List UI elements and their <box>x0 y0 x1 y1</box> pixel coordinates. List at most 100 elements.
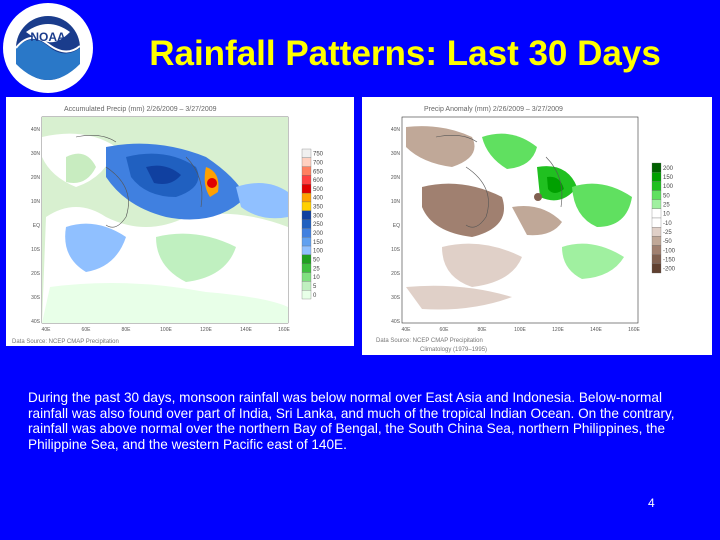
svg-text:100E: 100E <box>160 327 172 333</box>
right-colorbar-label: -150 <box>663 258 676 264</box>
svg-text:10S: 10S <box>391 247 401 253</box>
left-colorbar-swatch <box>301 184 312 194</box>
svg-text:60E: 60E <box>82 327 92 333</box>
svg-text:140E: 140E <box>590 327 602 333</box>
left-lon-labels: 40E 60E 80E 100E 120E 140E 160E <box>42 327 291 333</box>
svg-text:120E: 120E <box>200 327 212 333</box>
svg-text:30S: 30S <box>31 295 41 301</box>
right-colorbar-label: 50 <box>663 193 670 199</box>
precip-anomaly-map: Precip Anomaly (mm) 2/26/2009 – 3/27/200… <box>362 97 712 355</box>
svg-text:20S: 20S <box>31 271 41 277</box>
right-colorbar-swatch <box>651 199 662 209</box>
left-colorbar-swatch <box>301 148 312 158</box>
left-colorbar-swatch <box>301 237 312 247</box>
left-colorbar-label: 100 <box>313 249 324 255</box>
right-colorbar-label: 25 <box>663 203 670 209</box>
svg-text:100E: 100E <box>514 327 526 333</box>
left-colorbar-label: 25 <box>313 266 320 272</box>
svg-text:80E: 80E <box>478 327 488 333</box>
svg-text:20N: 20N <box>31 175 41 181</box>
svg-text:120E: 120E <box>552 327 564 333</box>
left-colorbar-swatch <box>301 254 312 264</box>
slide-body-text: During the past 30 days, monsoon rainfal… <box>28 390 675 452</box>
left-colorbar-label: 400 <box>313 196 324 202</box>
right-colorbar-swatch <box>651 263 662 274</box>
right-lat-labels: 40N 30N 20N 10N EQ 10S 20S 30S 40S <box>391 127 401 325</box>
right-colorbar-swatch <box>651 190 662 200</box>
left-colorbar-swatch <box>301 245 312 256</box>
svg-text:80E: 80E <box>122 327 132 333</box>
left-colorbar: 7507006506005004003503002502001501005025… <box>301 148 324 300</box>
left-colorbar-label: 50 <box>313 258 320 264</box>
left-colorbar-swatch <box>301 166 312 176</box>
right-colorbar-label: -100 <box>663 248 676 254</box>
left-colorbar-swatch <box>301 228 312 238</box>
slide-title: Rainfall Patterns: Last 30 Days <box>149 34 661 73</box>
noaa-logo: NOAA <box>2 2 94 94</box>
left-colorbar-label: 600 <box>313 178 324 184</box>
svg-text:40N: 40N <box>391 127 401 133</box>
svg-text:140E: 140E <box>240 327 252 333</box>
right-colorbar-label: -50 <box>663 239 672 245</box>
right-lon-labels: 40E 60E 80E 100E 120E 140E 160E <box>402 327 641 333</box>
right-colorbar-label: 150 <box>663 175 674 181</box>
svg-text:40N: 40N <box>31 127 41 133</box>
left-colorbar-swatch <box>301 192 312 203</box>
svg-text:EQ: EQ <box>33 223 40 229</box>
left-colorbar-label: 350 <box>313 205 324 211</box>
right-map-source: Data Source: NCEP CMAP Precipitation <box>376 338 483 344</box>
right-colorbar-swatch <box>651 245 662 255</box>
right-map-title: Precip Anomaly (mm) 2/26/2009 – 3/27/200… <box>424 106 563 113</box>
left-colorbar-label: 0 <box>313 293 317 299</box>
left-lat-labels: 40N 30N 20N 10N EQ 10S 20S 30S 40S <box>31 127 41 325</box>
right-colorbar-swatch <box>651 162 662 173</box>
right-colorbar-label: 200 <box>663 166 674 172</box>
accumulated-precip-map: Accumulated Precip (mm) 2/26/2009 – 3/27… <box>6 97 354 346</box>
left-colorbar-swatch <box>301 290 312 300</box>
svg-text:EQ: EQ <box>393 223 400 229</box>
right-colorbar-swatch <box>651 227 662 237</box>
svg-text:60E: 60E <box>440 327 450 333</box>
svg-text:160E: 160E <box>278 327 290 333</box>
right-colorbar-swatch <box>651 208 662 219</box>
right-colorbar-swatch <box>651 181 662 191</box>
left-colorbar-swatch <box>301 210 312 220</box>
left-map-source: Data Source: NCEP CMAP Precipitation <box>12 339 119 345</box>
left-colorbar-label: 500 <box>313 187 324 193</box>
logo-wordmark: NOAA <box>30 30 66 44</box>
right-colorbar-swatch <box>651 236 662 246</box>
right-colorbar-swatch <box>651 254 662 264</box>
left-colorbar-swatch <box>301 201 312 211</box>
right-colorbar-label: 100 <box>663 184 674 190</box>
svg-text:30N: 30N <box>31 151 41 157</box>
left-colorbar-label: 5 <box>313 284 317 290</box>
svg-text:40E: 40E <box>42 327 52 333</box>
left-colorbar-label: 10 <box>313 275 320 281</box>
right-colorbar-label: 10 <box>663 212 670 218</box>
right-colorbar-label: -25 <box>663 230 672 236</box>
svg-text:20N: 20N <box>391 175 401 181</box>
svg-text:40S: 40S <box>391 319 401 325</box>
svg-text:20S: 20S <box>391 271 401 277</box>
left-colorbar-label: 750 <box>313 152 324 158</box>
svg-text:30S: 30S <box>391 295 401 301</box>
right-map-climatology: Climatology (1979–1995) <box>420 347 487 353</box>
left-colorbar-swatch <box>301 263 312 273</box>
left-colorbar-label: 300 <box>313 213 324 219</box>
left-colorbar-swatch <box>301 281 312 291</box>
left-colorbar-label: 200 <box>313 231 324 237</box>
left-colorbar-label: 650 <box>313 169 324 175</box>
left-colorbar-swatch <box>301 272 312 282</box>
left-colorbar-label: 700 <box>313 160 324 166</box>
svg-text:40E: 40E <box>402 327 412 333</box>
right-colorbar: 200 150 100 50 25 10 -10 -25 -50 -100 -150 -200 <box>651 162 676 274</box>
svg-text:10N: 10N <box>31 199 41 205</box>
svg-text:30N: 30N <box>391 151 401 157</box>
svg-text:160E: 160E <box>628 327 640 333</box>
svg-text:40S: 40S <box>31 319 41 325</box>
left-colorbar-swatch <box>301 175 312 185</box>
left-colorbar-swatch <box>301 157 312 167</box>
svg-text:10N: 10N <box>391 199 401 205</box>
left-colorbar-swatch <box>301 219 312 229</box>
svg-text:10S: 10S <box>31 247 41 253</box>
